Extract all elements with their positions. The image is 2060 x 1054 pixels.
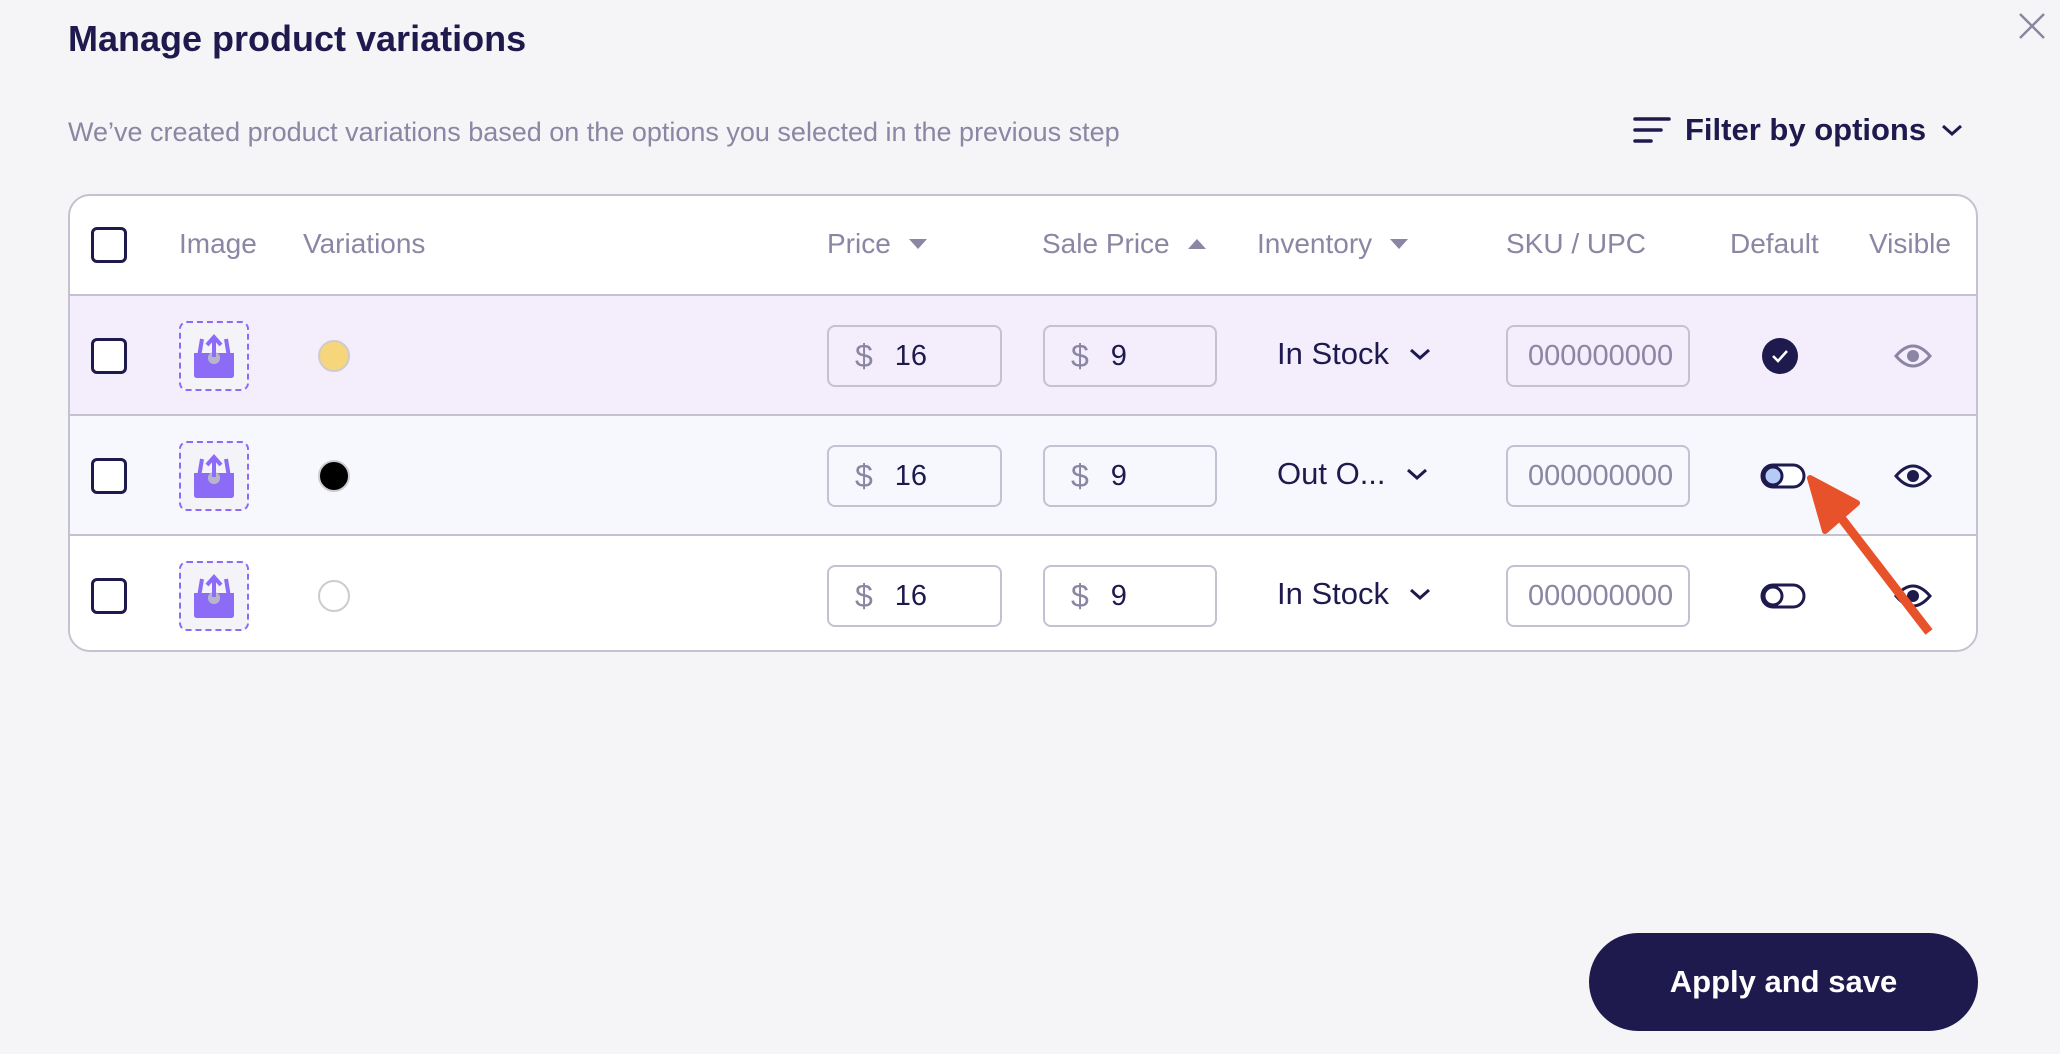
chevron-down-icon xyxy=(1942,124,1963,137)
column-inventory-label: Inventory xyxy=(1257,228,1373,259)
visible-eye-icon[interactable] xyxy=(1894,582,1932,610)
sale-price-value: 9 xyxy=(1110,579,1127,612)
visible-eye-icon[interactable] xyxy=(1894,342,1932,370)
sort-down-icon xyxy=(908,239,927,249)
inventory-dropdown[interactable]: Out O... xyxy=(1277,456,1428,492)
row-checkbox[interactable] xyxy=(91,458,127,494)
sku-input[interactable]: 000000000 xyxy=(1506,565,1690,627)
column-image: Image xyxy=(179,228,257,259)
price-value: 16 xyxy=(894,579,928,612)
column-price-label: Price xyxy=(827,228,891,259)
price-input[interactable]: $16 xyxy=(827,565,1002,627)
upload-icon xyxy=(194,453,234,498)
sale-price-value: 9 xyxy=(1110,339,1127,372)
column-variations: Variations xyxy=(303,228,426,259)
visible-eye-icon[interactable] xyxy=(1894,462,1932,490)
row-checkbox[interactable] xyxy=(91,338,127,374)
filter-by-options-dropdown[interactable]: Filter by options xyxy=(1633,112,1964,148)
filter-label: Filter by options xyxy=(1685,112,1927,147)
currency-symbol: $ xyxy=(855,457,873,494)
sku-input[interactable]: 000000000 xyxy=(1506,325,1690,387)
variation-color-swatch xyxy=(318,580,350,612)
table-row: $16 $9 In Stock 000000000 xyxy=(70,294,1976,414)
currency-symbol: $ xyxy=(855,577,873,614)
inventory-value: In Stock xyxy=(1277,576,1389,611)
column-default: Default xyxy=(1730,228,1819,259)
sale-price-input[interactable]: $9 xyxy=(1043,565,1217,627)
chevron-down-icon xyxy=(1410,588,1430,601)
upload-image-button[interactable] xyxy=(179,441,249,511)
filter-icon xyxy=(1633,117,1671,143)
upload-image-button[interactable] xyxy=(179,561,249,631)
price-input[interactable]: $16 xyxy=(827,325,1002,387)
variation-color-swatch xyxy=(318,460,350,492)
row-checkbox[interactable] xyxy=(91,578,127,614)
variations-table: Image Variations Price Sale Price Invent… xyxy=(68,194,1978,652)
table-row: $16 $9 In Stock 000000000 xyxy=(70,534,1976,650)
price-value: 16 xyxy=(894,459,928,492)
default-selected-icon[interactable] xyxy=(1762,338,1798,374)
currency-symbol: $ xyxy=(1071,457,1089,494)
sort-down-icon xyxy=(1390,239,1409,249)
variation-color-swatch xyxy=(318,340,350,372)
sale-price-input[interactable]: $9 xyxy=(1043,445,1217,507)
column-sku: SKU / UPC xyxy=(1506,228,1647,259)
upload-icon xyxy=(194,333,234,378)
upload-image-button[interactable] xyxy=(179,321,249,391)
inventory-value: Out O... xyxy=(1277,456,1386,491)
dialog-subtitle: We’ve created product variations based o… xyxy=(68,117,1120,147)
column-visible: Visible xyxy=(1869,228,1951,259)
default-toggle[interactable] xyxy=(1760,463,1806,489)
select-all-checkbox[interactable] xyxy=(91,227,127,263)
sku-input[interactable]: 000000000 xyxy=(1506,445,1690,507)
dialog-title: Manage product variations xyxy=(68,18,527,59)
price-value: 16 xyxy=(894,339,928,372)
column-sale-price[interactable]: Sale Price xyxy=(1042,228,1206,260)
price-input[interactable]: $16 xyxy=(827,445,1002,507)
default-toggle[interactable] xyxy=(1760,583,1806,609)
column-sale-price-label: Sale Price xyxy=(1042,228,1170,259)
inventory-dropdown[interactable]: In Stock xyxy=(1277,576,1431,612)
table-header: Image Variations Price Sale Price Invent… xyxy=(70,196,1976,294)
sale-price-value: 9 xyxy=(1110,459,1127,492)
currency-symbol: $ xyxy=(855,337,873,374)
table-row: $16 $9 Out O... 000000000 xyxy=(70,414,1976,534)
inventory-value: In Stock xyxy=(1277,336,1389,371)
chevron-down-icon xyxy=(1406,468,1427,481)
upload-icon xyxy=(194,573,234,618)
apply-and-save-button[interactable]: Apply and save xyxy=(1589,933,1978,1031)
chevron-down-icon xyxy=(1410,348,1430,361)
currency-symbol: $ xyxy=(1071,337,1089,374)
sale-price-input[interactable]: $9 xyxy=(1043,325,1217,387)
inventory-dropdown[interactable]: In Stock xyxy=(1277,336,1431,372)
currency-symbol: $ xyxy=(1071,577,1089,614)
sort-up-icon xyxy=(1187,239,1206,249)
column-price[interactable]: Price xyxy=(827,228,927,260)
close-icon[interactable] xyxy=(2016,10,2048,42)
column-inventory[interactable]: Inventory xyxy=(1257,228,1409,260)
